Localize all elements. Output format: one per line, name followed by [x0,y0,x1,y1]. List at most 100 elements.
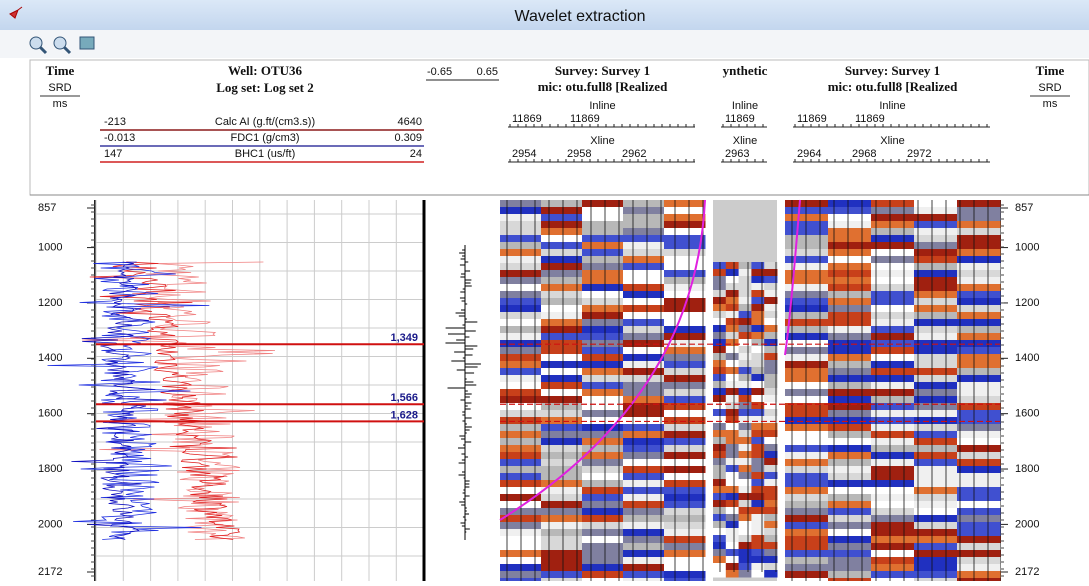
seismic-cell [751,290,765,298]
seismic-cell [623,424,665,432]
seismic-cell [725,570,740,578]
seismic-cell [871,249,915,257]
fit-button[interactable] [79,36,95,50]
tick-label: 2172 [1015,566,1039,578]
seismic-cell [541,382,583,390]
seismic-cell [725,486,740,494]
seismic-cell [725,290,740,298]
seismic-cell [582,291,624,299]
seismic-cell [914,333,958,341]
seismic-cell [828,536,872,544]
seismic-cell [623,417,665,425]
seismic-cell [623,410,665,418]
seismic-cell [664,536,706,544]
seismic-cell [957,256,1001,264]
seismic-cell [828,445,872,453]
seismic-cell [828,214,872,222]
seismic-cell [623,396,665,404]
seismic-cell [785,459,829,467]
seismic-cell [957,270,1001,278]
seismic-cell [751,318,765,326]
seismic-cell [957,382,1001,390]
seismic-cell [751,444,765,452]
seismic-cell [785,221,829,229]
seismic-cell [957,326,1001,334]
seismic-cell [785,529,829,537]
zoom-in-button[interactable] [29,36,48,55]
seismic-cell [871,438,915,446]
seismic-cell [582,284,624,292]
seismic-cell [828,333,872,341]
seismic-cell [828,305,872,313]
inline-value: 11869 [725,113,755,125]
seismic-cell [623,333,665,341]
seismic-cell [828,249,872,257]
seismic-cell [957,480,1001,488]
seismic-cell [738,451,752,459]
seismic-cell [751,367,765,375]
seismic-cell [664,214,706,222]
seismic-cell [541,354,583,362]
seismic-cell [664,410,706,418]
seismic-cell [623,501,665,509]
seismic-cell [785,214,829,222]
seismic-cell [541,480,583,488]
seismic-cell [957,501,1001,509]
tick-label: 1600 [38,408,62,420]
seismic-cell [725,318,740,326]
window-title: Wavelet extraction [514,8,645,25]
seismic-cell [914,200,958,208]
seismic-cell [582,466,624,474]
xline-value: 2958 [567,148,591,160]
seismic-cell [871,473,915,481]
seismic-cell [664,438,706,446]
seismic-cell [541,417,583,425]
seismic-cell [751,283,765,291]
seismic-cell [664,543,706,551]
seismic-cell [914,291,958,299]
seismic-cell [828,410,872,418]
seismic-cell [582,389,624,397]
seismic-cell [738,346,752,354]
seismic-cell [582,536,624,544]
seismic-cell [828,508,872,516]
tick-label: 1800 [1015,463,1039,475]
zoom-out-button[interactable] [53,36,72,55]
seismic-cell [764,346,778,354]
seismic-cell [764,318,778,326]
seismic-cell [738,570,752,578]
seismic-cell [725,395,740,403]
seismic-cell [764,430,778,438]
seismic-cell [957,564,1001,572]
seismic-cell [914,459,958,467]
seismic-cell [725,542,740,550]
tick-label: 1800 [38,463,62,475]
seismic-cell [541,396,583,404]
seismic-cell [664,473,706,481]
log-min: 147 [104,148,122,160]
seismic-cell [541,340,583,348]
seismic-cell [541,550,583,558]
seismic-cell [957,515,1001,523]
tick-label: 2000 [1015,518,1039,530]
seismic-cell [871,564,915,572]
seismic-cell [764,493,778,501]
well-name: Well: OTU36 [228,63,303,78]
seismic-cell [871,235,915,243]
seismic-cell [785,228,829,236]
wavelet-min: -0.65 [427,66,452,78]
seismic-cell [725,507,740,515]
seismic-cell [664,550,706,558]
seismic-cell [751,423,765,431]
seismic-cell [725,563,740,571]
seismic-cell [957,312,1001,320]
seismic-cell [751,528,765,536]
seismic-cell [957,571,1001,579]
seismic-cell [541,242,583,250]
seismic-cell [828,389,872,397]
seismic-cell [582,368,624,376]
seismic-cell [828,417,872,425]
seismic-cell [764,290,778,298]
seismic-cell [957,487,1001,495]
seismic-cell [751,570,765,578]
